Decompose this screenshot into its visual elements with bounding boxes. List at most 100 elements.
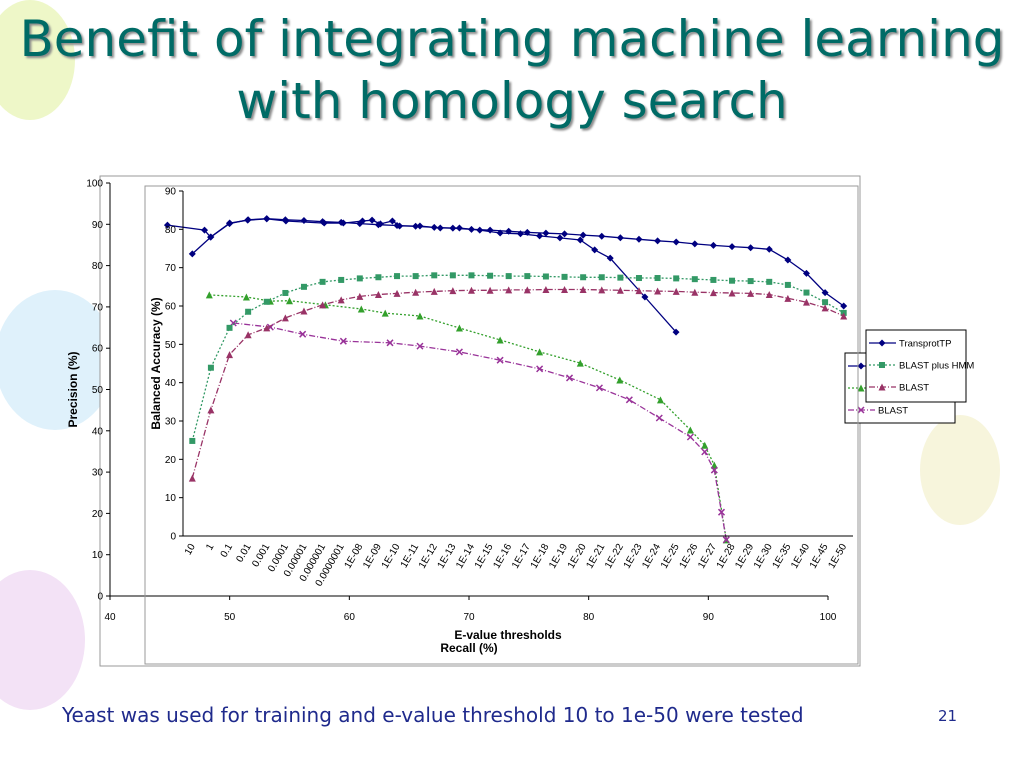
balloon xyxy=(0,570,85,710)
balloon xyxy=(0,290,115,430)
marker xyxy=(595,384,603,392)
y-tick-label: 70 xyxy=(165,263,177,274)
marker xyxy=(561,273,568,280)
marker xyxy=(822,299,829,306)
marker xyxy=(598,286,606,294)
marker xyxy=(802,298,810,306)
marker xyxy=(542,273,549,280)
marker xyxy=(430,287,438,295)
x-tick-label: 70 xyxy=(463,612,475,623)
marker xyxy=(556,234,564,242)
marker xyxy=(635,235,643,243)
marker xyxy=(263,215,271,223)
marker xyxy=(641,293,649,301)
marker xyxy=(691,240,699,248)
slide-number: 21 xyxy=(938,707,958,725)
marker xyxy=(598,274,605,281)
x-tick-label: 60 xyxy=(344,612,356,623)
legend-label: BLAST xyxy=(878,406,908,417)
marker xyxy=(879,362,885,368)
legend: TransprotTP BLAST plus HMM BLAST xyxy=(865,329,974,403)
y-tick-label: 50 xyxy=(92,385,104,396)
marker xyxy=(857,362,865,370)
balloon xyxy=(0,0,75,120)
marker xyxy=(523,286,531,294)
marker xyxy=(496,356,504,364)
marker xyxy=(319,278,326,285)
marker xyxy=(561,230,569,238)
marker xyxy=(188,250,196,258)
marker xyxy=(536,232,544,240)
marker xyxy=(784,256,792,264)
y-tick-label: 0 xyxy=(97,592,103,603)
y-tick-label: 20 xyxy=(92,509,104,520)
marker xyxy=(691,288,699,296)
marker xyxy=(728,289,736,297)
marker xyxy=(374,221,382,229)
marker xyxy=(576,359,584,367)
marker xyxy=(542,286,550,294)
marker xyxy=(393,289,401,297)
marker xyxy=(710,276,717,283)
x-axis-title: Recall (%) xyxy=(440,641,497,655)
marker xyxy=(672,238,680,246)
marker xyxy=(486,286,494,294)
marker xyxy=(467,225,475,233)
marker xyxy=(579,286,587,294)
marker xyxy=(393,222,401,229)
marker xyxy=(580,274,587,281)
marker xyxy=(654,237,662,245)
marker xyxy=(561,286,569,294)
marker xyxy=(356,275,363,282)
marker xyxy=(536,365,544,373)
marker xyxy=(374,291,382,298)
y-tick-label: 100 xyxy=(86,179,103,190)
marker xyxy=(163,221,171,229)
marker xyxy=(205,291,213,299)
y-tick-label: 0 xyxy=(170,532,176,543)
y-tick-label: 10 xyxy=(92,550,104,561)
marker xyxy=(728,243,736,251)
y-tick-label: 10 xyxy=(165,493,177,504)
marker xyxy=(654,287,662,295)
marker xyxy=(505,286,513,294)
marker xyxy=(505,273,512,280)
marker xyxy=(299,330,307,338)
marker xyxy=(281,216,289,224)
marker xyxy=(672,287,680,295)
y-tick-label: 50 xyxy=(165,340,177,351)
marker xyxy=(394,273,401,280)
marker xyxy=(591,246,599,254)
marker xyxy=(747,244,755,252)
y-tick-label: 90 xyxy=(165,187,177,198)
marker xyxy=(765,291,773,298)
marker xyxy=(337,296,345,304)
marker xyxy=(542,229,550,237)
marker xyxy=(701,448,709,456)
marker xyxy=(338,276,345,283)
series-line xyxy=(191,288,844,479)
marker xyxy=(496,336,504,344)
marker xyxy=(207,233,215,241)
marker xyxy=(339,337,347,345)
marker xyxy=(672,328,680,336)
marker xyxy=(300,217,308,225)
marker xyxy=(606,254,614,262)
x-tick-label: 40 xyxy=(104,612,116,623)
marker xyxy=(430,223,438,231)
marker xyxy=(616,376,624,384)
marker xyxy=(691,276,698,283)
marker xyxy=(656,396,664,404)
marker xyxy=(576,236,584,244)
y-tick-label: 60 xyxy=(165,302,177,313)
marker xyxy=(356,292,364,300)
marker xyxy=(412,222,420,230)
marker xyxy=(245,308,252,315)
marker xyxy=(765,245,773,253)
marker xyxy=(455,324,463,332)
marker xyxy=(416,312,424,320)
balloon xyxy=(920,415,1000,525)
